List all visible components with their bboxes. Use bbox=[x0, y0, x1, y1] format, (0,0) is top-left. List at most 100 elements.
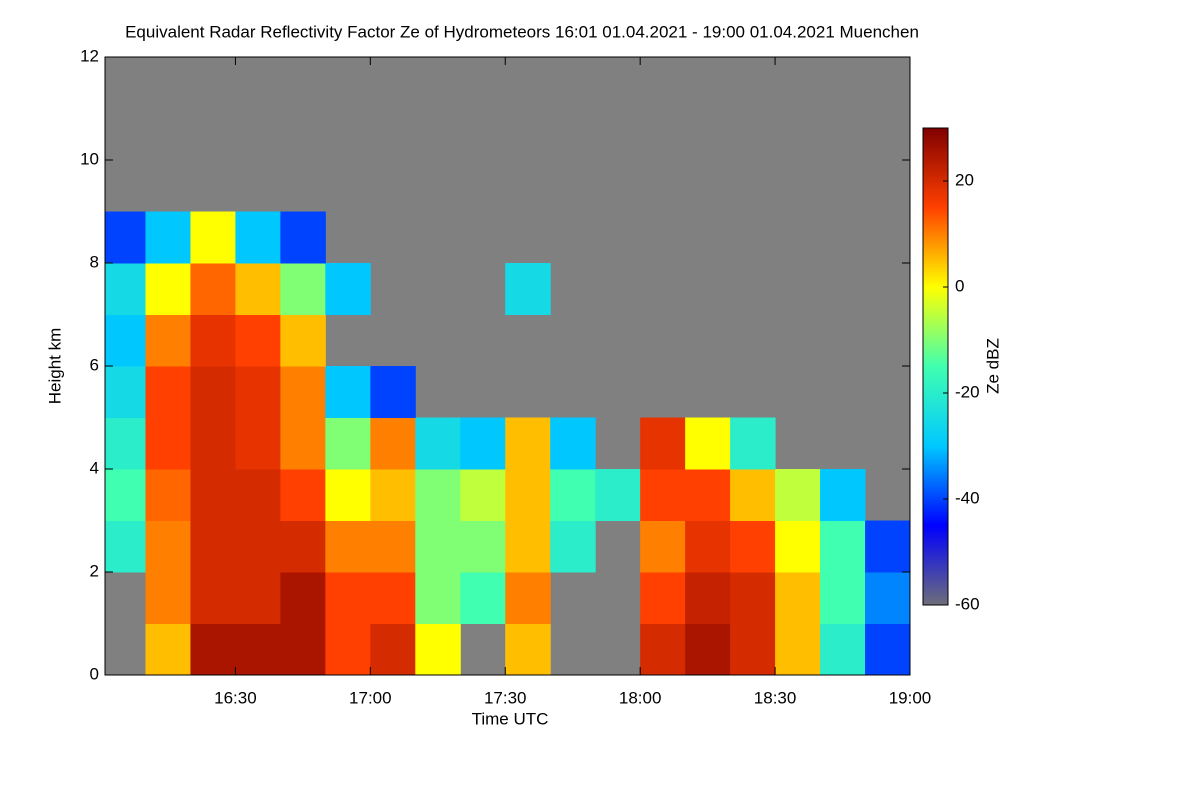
heatmap-cell bbox=[685, 572, 731, 624]
heatmap-cell bbox=[145, 314, 191, 367]
heatmap-cell bbox=[370, 623, 416, 675]
heatmap-cell bbox=[730, 469, 776, 521]
heatmap-cell bbox=[640, 417, 686, 470]
heatmap-cell bbox=[280, 469, 326, 521]
heatmap-cell bbox=[865, 572, 910, 624]
x-tick-label: 17:00 bbox=[349, 688, 392, 707]
heatmap-cell bbox=[145, 623, 191, 675]
heatmap-cell bbox=[370, 520, 416, 573]
heatmap-cell bbox=[595, 469, 641, 521]
heatmap-cell bbox=[190, 623, 236, 675]
heatmap-cell bbox=[190, 314, 236, 367]
heatmap-cell bbox=[370, 469, 416, 521]
heatmap-cell bbox=[190, 572, 236, 624]
heatmap-cell bbox=[325, 520, 371, 573]
heatmap-cell bbox=[190, 366, 236, 418]
x-tick-label: 18:30 bbox=[754, 688, 797, 707]
heatmap-cell bbox=[820, 520, 866, 573]
heatmap-cell bbox=[145, 520, 191, 573]
heatmap-cell bbox=[325, 366, 371, 418]
heatmap-cell bbox=[325, 572, 371, 624]
heatmap-cell bbox=[460, 520, 506, 573]
y-tick-label: 8 bbox=[90, 252, 99, 271]
heatmap-cell bbox=[865, 520, 910, 573]
heatmap-cell bbox=[730, 623, 776, 675]
colorbar-tick-label: -20 bbox=[955, 382, 980, 401]
heatmap-cell bbox=[640, 520, 686, 573]
heatmap-cell bbox=[640, 572, 686, 624]
colorbar-tick-label: -60 bbox=[955, 594, 980, 613]
heatmap-cell bbox=[370, 366, 416, 418]
heatmap-cell bbox=[105, 314, 146, 367]
heatmap-cell bbox=[145, 417, 191, 470]
heatmap-cell bbox=[685, 623, 731, 675]
heatmap-cell bbox=[190, 417, 236, 470]
heatmap-cell bbox=[460, 417, 506, 470]
heatmap-cell bbox=[730, 417, 776, 470]
heatmap-cell bbox=[190, 469, 236, 521]
colorbar-tick-label: -40 bbox=[955, 488, 980, 507]
heatmap-cell bbox=[415, 417, 461, 470]
heatmap-cell bbox=[415, 623, 461, 675]
y-tick-label: 2 bbox=[90, 561, 99, 580]
heatmap-cell bbox=[280, 211, 326, 264]
heatmap-cell bbox=[235, 417, 281, 470]
colorbar-tick-label: 20 bbox=[955, 170, 974, 189]
heatmap-cell bbox=[505, 417, 551, 470]
heatmap-cell bbox=[370, 417, 416, 470]
heatmap-cell bbox=[105, 263, 146, 315]
heatmap-cell bbox=[685, 520, 731, 573]
heatmap-cell bbox=[105, 211, 146, 264]
heatmap-cell bbox=[460, 469, 506, 521]
heatmap-cell bbox=[190, 520, 236, 573]
heatmap-cell bbox=[415, 469, 461, 521]
heatmap bbox=[105, 211, 910, 675]
heatmap-cell bbox=[235, 263, 281, 315]
heatmap-cell bbox=[280, 572, 326, 624]
heatmap-cell bbox=[280, 520, 326, 573]
colorbar-tick-label: 0 bbox=[955, 276, 964, 295]
heatmap-cell bbox=[640, 469, 686, 521]
heatmap-cell bbox=[190, 263, 236, 315]
heatmap-cell bbox=[235, 366, 281, 418]
heatmap-cell bbox=[280, 623, 326, 675]
heatmap-cell bbox=[775, 469, 821, 521]
x-tick-label: 17:30 bbox=[484, 688, 527, 707]
x-tick-label: 19:00 bbox=[889, 688, 932, 707]
heatmap-cell bbox=[325, 263, 371, 315]
colorbar bbox=[922, 127, 949, 606]
heatmap-cell bbox=[730, 520, 776, 573]
heatmap-cell bbox=[415, 572, 461, 624]
y-tick-label: 12 bbox=[80, 46, 99, 65]
heatmap-cell bbox=[325, 417, 371, 470]
heatmap-cell bbox=[820, 469, 866, 521]
heatmap-cell bbox=[105, 417, 146, 470]
heatmap-cell bbox=[235, 623, 281, 675]
heatmap-cell bbox=[235, 572, 281, 624]
y-tick-label: 4 bbox=[90, 458, 99, 477]
heatmap-cell bbox=[550, 469, 596, 521]
heatmap-cell bbox=[865, 623, 910, 675]
heatmap-cell bbox=[550, 520, 596, 573]
heatmap-cell bbox=[370, 572, 416, 624]
heatmap-cell bbox=[685, 417, 731, 470]
heatmap-cell bbox=[505, 520, 551, 573]
heatmap-cell bbox=[145, 366, 191, 418]
heatmap-cell bbox=[280, 366, 326, 418]
heatmap-cell bbox=[505, 263, 551, 315]
heatmap-cell bbox=[280, 263, 326, 315]
heatmap-cell bbox=[280, 314, 326, 367]
chart-title: Equivalent Radar Reflectivity Factor Ze … bbox=[125, 22, 919, 41]
heatmap-cell bbox=[550, 417, 596, 470]
x-tick-label: 16:30 bbox=[214, 688, 257, 707]
heatmap-cell bbox=[145, 263, 191, 315]
heatmap-cell bbox=[145, 211, 191, 264]
colorbar-label: Ze dBZ bbox=[983, 338, 1002, 394]
heatmap-cell bbox=[145, 572, 191, 624]
heatmap-cell bbox=[235, 211, 281, 264]
y-axis-label: Height km bbox=[45, 328, 64, 405]
heatmap-cell bbox=[325, 469, 371, 521]
heatmap-cell bbox=[775, 623, 821, 675]
heatmap-cell bbox=[820, 623, 866, 675]
